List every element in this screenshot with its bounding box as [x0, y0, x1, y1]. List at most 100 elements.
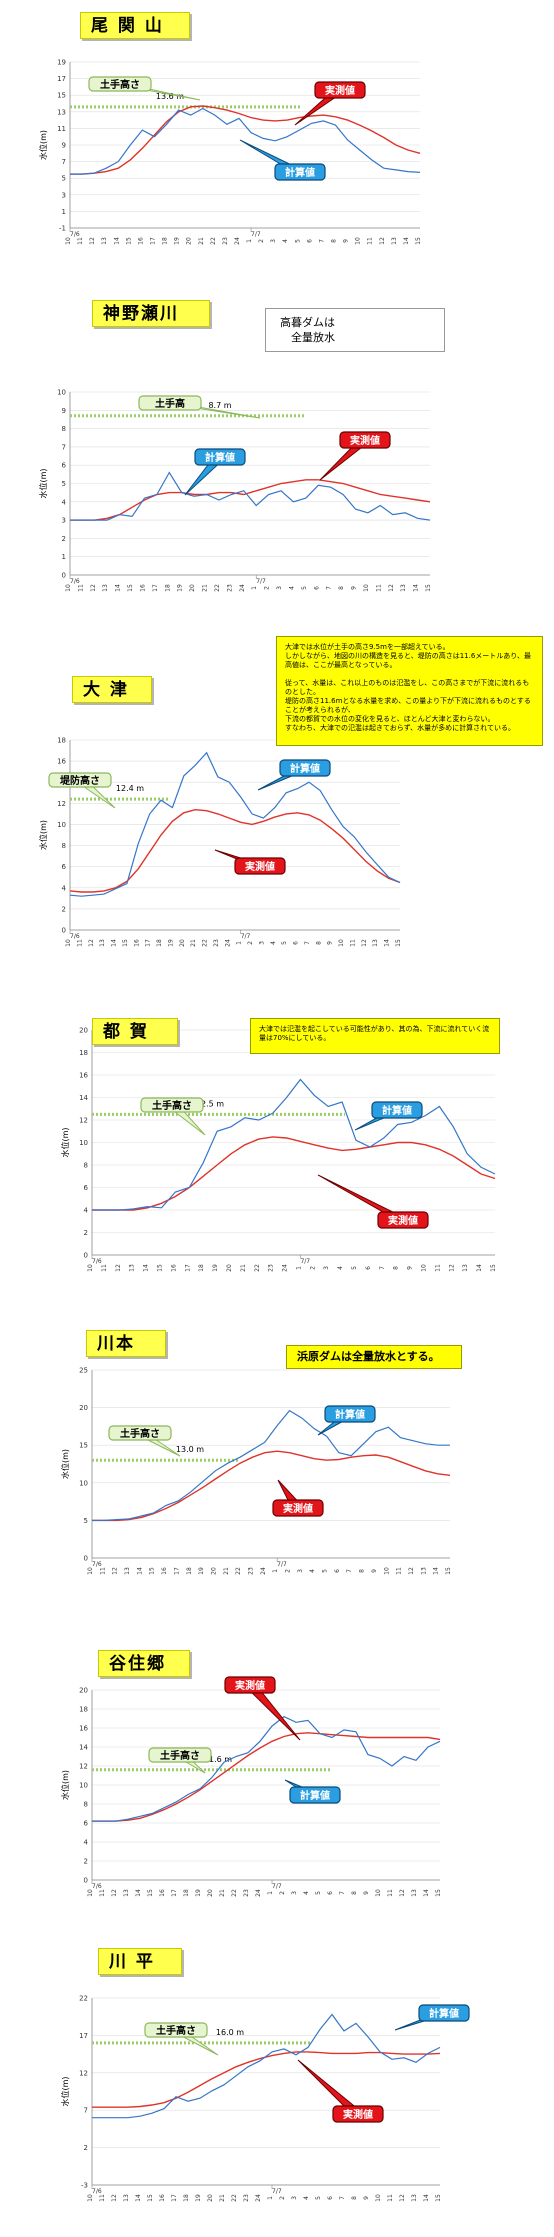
- calculated-callout-box: [279, 759, 331, 777]
- dike-callout-text: 土手高さ: [160, 1749, 200, 1762]
- calculated-callout-box: [418, 2004, 470, 2022]
- x-tick-label: 4: [303, 1891, 310, 1895]
- y-tick-label: 0: [84, 1877, 88, 1885]
- x-tick-label: 17: [171, 2194, 178, 2202]
- x-tick-label: 11: [77, 584, 84, 592]
- x-tick-label: 8: [359, 1569, 366, 1573]
- x-tick-label: 13: [420, 1567, 427, 1575]
- x-tick-label: 4: [337, 1266, 344, 1270]
- dike-callout-box: [88, 76, 152, 92]
- x-tick-label: 11: [76, 939, 83, 947]
- date-label: 7/6: [70, 933, 80, 940]
- measured-callout: 実測値: [297, 2059, 384, 2123]
- x-tick-label: 20: [226, 1264, 233, 1272]
- x-tick-label: 11: [434, 1264, 441, 1272]
- x-tick-label: 14: [143, 1264, 150, 1272]
- x-tick-label: 12: [408, 1567, 415, 1575]
- y-tick-label: 19: [57, 59, 66, 67]
- note-box: 大津では水位が土手の高さ9.5mを一部超えている。 しかしながら、地図の川の構造…: [276, 636, 543, 746]
- x-tick-label: 15: [435, 1889, 442, 1897]
- x-tick-label: 21: [240, 1264, 247, 1272]
- y-tick-label: 0: [62, 572, 66, 580]
- dike-callout-box: [48, 772, 112, 788]
- x-tick-label: 15: [445, 1567, 452, 1575]
- y-tick-label: 18: [79, 1706, 88, 1714]
- measured-callout: 実測値: [317, 1174, 429, 1229]
- y-tick-label: 2: [84, 1858, 88, 1866]
- x-tick-label: 15: [125, 237, 132, 245]
- calculated-callout-text: 計算値: [429, 2007, 459, 2020]
- y-tick-label: 22: [79, 1995, 88, 2003]
- y-tick-label: 20: [79, 1027, 88, 1035]
- x-tick-label: 2: [279, 1891, 286, 1895]
- x-tick-label: 18: [186, 1567, 193, 1575]
- x-tick-label: 2: [309, 1266, 316, 1270]
- x-tick-label: 5: [315, 1891, 322, 1895]
- x-tick-label: 22: [214, 584, 221, 592]
- measured-callout: 実測値: [224, 1676, 301, 1741]
- x-tick-label: 14: [136, 1567, 143, 1575]
- dike-callout: 土手高さ: [108, 1425, 181, 1457]
- x-tick-label: 20: [186, 237, 193, 245]
- x-tick-label: 15: [415, 237, 422, 245]
- x-tick-label: 7: [379, 1266, 386, 1270]
- y-tick-label: 7: [84, 2107, 88, 2115]
- date-label: 7/7: [272, 1883, 282, 1890]
- x-tick-label: 15: [122, 939, 129, 947]
- x-tick-label: 24: [224, 939, 231, 947]
- x-tick-label: 8: [331, 239, 338, 243]
- y-tick-label: 8: [84, 1162, 88, 1170]
- x-tick-label: 13: [101, 237, 108, 245]
- y-tick-label: 4: [62, 498, 67, 506]
- calculated-callout-box: [194, 448, 246, 466]
- series-measured-line: [69, 808, 401, 893]
- x-tick-label: 14: [111, 939, 118, 947]
- x-tick-label: 19: [212, 1264, 219, 1272]
- x-tick-label: 17: [149, 237, 156, 245]
- x-tick-label: 13: [129, 1264, 136, 1272]
- x-tick-label: 11: [387, 2194, 394, 2202]
- x-tick-label: 10: [87, 1567, 94, 1575]
- x-tick-label: 14: [115, 584, 122, 592]
- calculated-callout-text: 計算値: [382, 1104, 412, 1117]
- x-tick-label: 20: [207, 1889, 214, 1897]
- dike-value: 12.4 m: [116, 784, 144, 793]
- y-tick-label: 18: [57, 737, 66, 745]
- date-label: 7/7: [256, 578, 266, 585]
- dike-callout-text: 土手高さ: [120, 1427, 160, 1440]
- date-label: 7/6: [70, 578, 80, 585]
- x-tick-label: 22: [231, 1889, 238, 1897]
- date-label: 7/7: [277, 1561, 287, 1568]
- x-tick-label: 22: [202, 939, 209, 947]
- y-tick-label: 18: [79, 1049, 88, 1057]
- x-tick-label: 23: [268, 1264, 275, 1272]
- y-tick-label: 5: [84, 1517, 88, 1525]
- chart-3: 024681012141618水位(m)10111213141516171819…: [38, 737, 402, 947]
- y-tick-label: 1: [62, 553, 66, 561]
- x-tick-label: 2: [264, 586, 271, 590]
- x-tick-label: 1: [272, 1569, 279, 1573]
- y-tick-label: 10: [79, 1479, 88, 1487]
- x-tick-label: 9: [363, 2196, 370, 2200]
- x-tick-label: 19: [195, 2194, 202, 2202]
- x-tick-label: 14: [403, 237, 410, 245]
- x-tick-label: 6: [293, 941, 300, 945]
- x-tick-label: 12: [388, 584, 395, 592]
- x-tick-label: 10: [65, 237, 72, 245]
- x-tick-label: 20: [189, 584, 196, 592]
- x-tick-label: 24: [282, 1264, 289, 1272]
- x-tick-label: 12: [89, 237, 96, 245]
- y-tick-label: 8: [84, 1801, 88, 1809]
- x-tick-label: 18: [162, 237, 169, 245]
- x-tick-label: 23: [213, 939, 220, 947]
- x-tick-label: 17: [171, 1889, 178, 1897]
- x-tick-label: 3: [270, 239, 277, 243]
- y-tick-label: 25: [79, 1367, 88, 1375]
- x-tick-label: 10: [65, 584, 72, 592]
- x-tick-label: 23: [226, 584, 233, 592]
- y-tick-label: 20: [79, 1687, 88, 1695]
- x-tick-label: 3: [323, 1266, 330, 1270]
- dike-callout-box: [140, 1097, 204, 1113]
